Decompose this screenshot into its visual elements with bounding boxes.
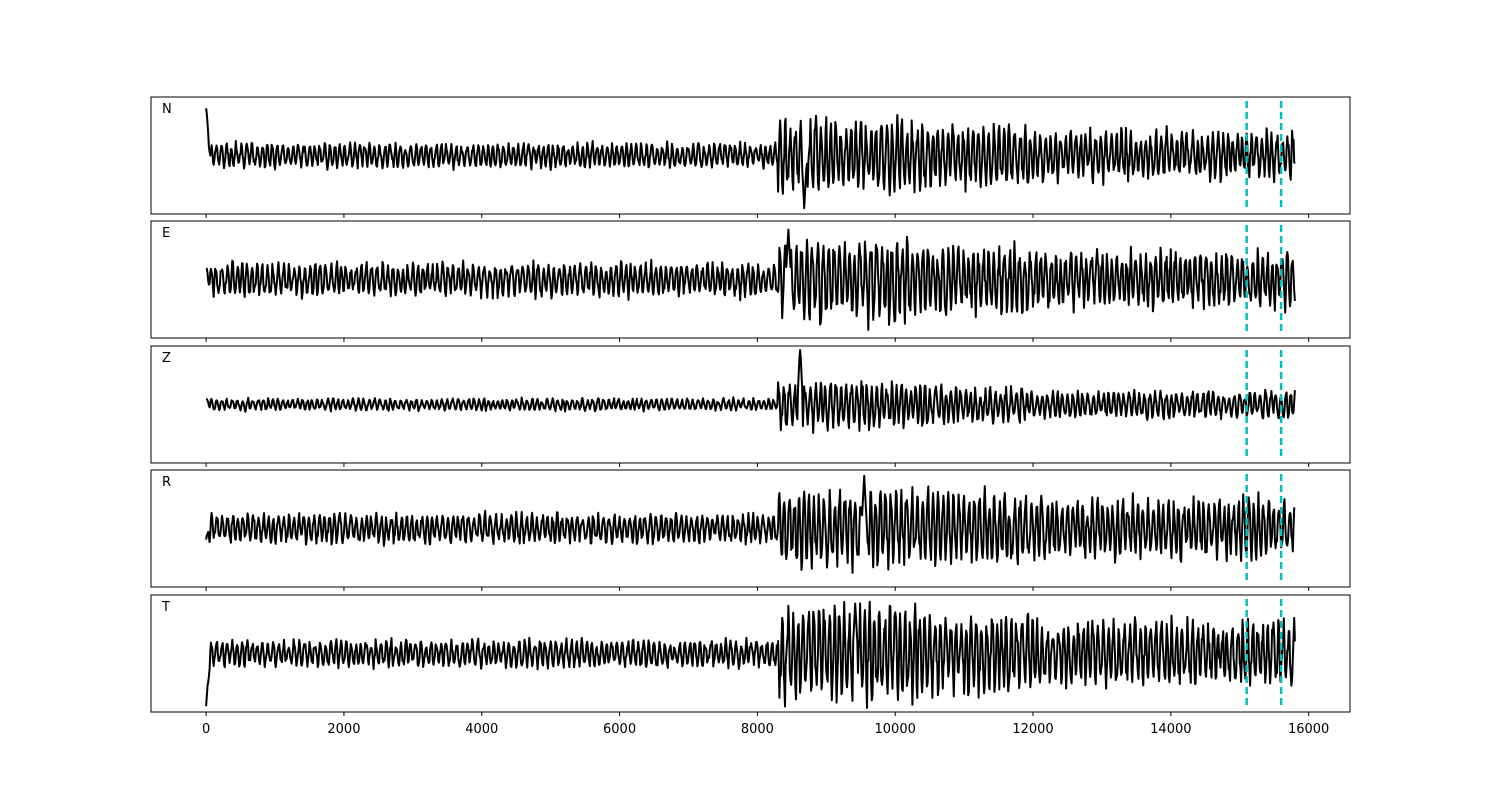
trace-n (205, 108, 1296, 210)
x-tick-label: 10000 (875, 722, 916, 737)
trace-z (205, 349, 1296, 434)
panel-frame (150, 469, 1351, 588)
x-tick-label: 16000 (1288, 722, 1329, 737)
panel-frame (150, 220, 1351, 339)
panel-label: Z (162, 351, 171, 366)
x-tick-label: 2000 (327, 722, 360, 737)
panel-r: R (150, 469, 1351, 591)
trace-r (205, 474, 1296, 574)
x-tick-label: 14000 (1150, 722, 1191, 737)
x-tick-label: 12000 (1012, 722, 1053, 737)
panel-label: N (162, 102, 172, 117)
panel-frame (150, 594, 1351, 713)
panel-n: N (150, 96, 1351, 218)
panel-frame (150, 345, 1351, 464)
x-tick-label: 0 (202, 722, 210, 737)
panel-t: T (150, 594, 1351, 716)
x-tick-label: 8000 (741, 722, 774, 737)
panel-label: E (162, 226, 170, 241)
x-tick-label: 6000 (603, 722, 636, 737)
trace-t (205, 600, 1296, 709)
subplot-panels: N E Z R T (150, 96, 1351, 716)
panel-label: T (161, 600, 170, 615)
x-axis: 0 2000 4000 6000 8000 10000 12000 14000 16000 (202, 722, 1329, 737)
panel-e: E (150, 220, 1351, 342)
x-tick-label: 4000 (465, 722, 498, 737)
panel-z: Z (150, 345, 1351, 467)
panel-label: R (162, 475, 171, 490)
panel-frame (150, 96, 1351, 215)
trace-e (205, 228, 1296, 331)
